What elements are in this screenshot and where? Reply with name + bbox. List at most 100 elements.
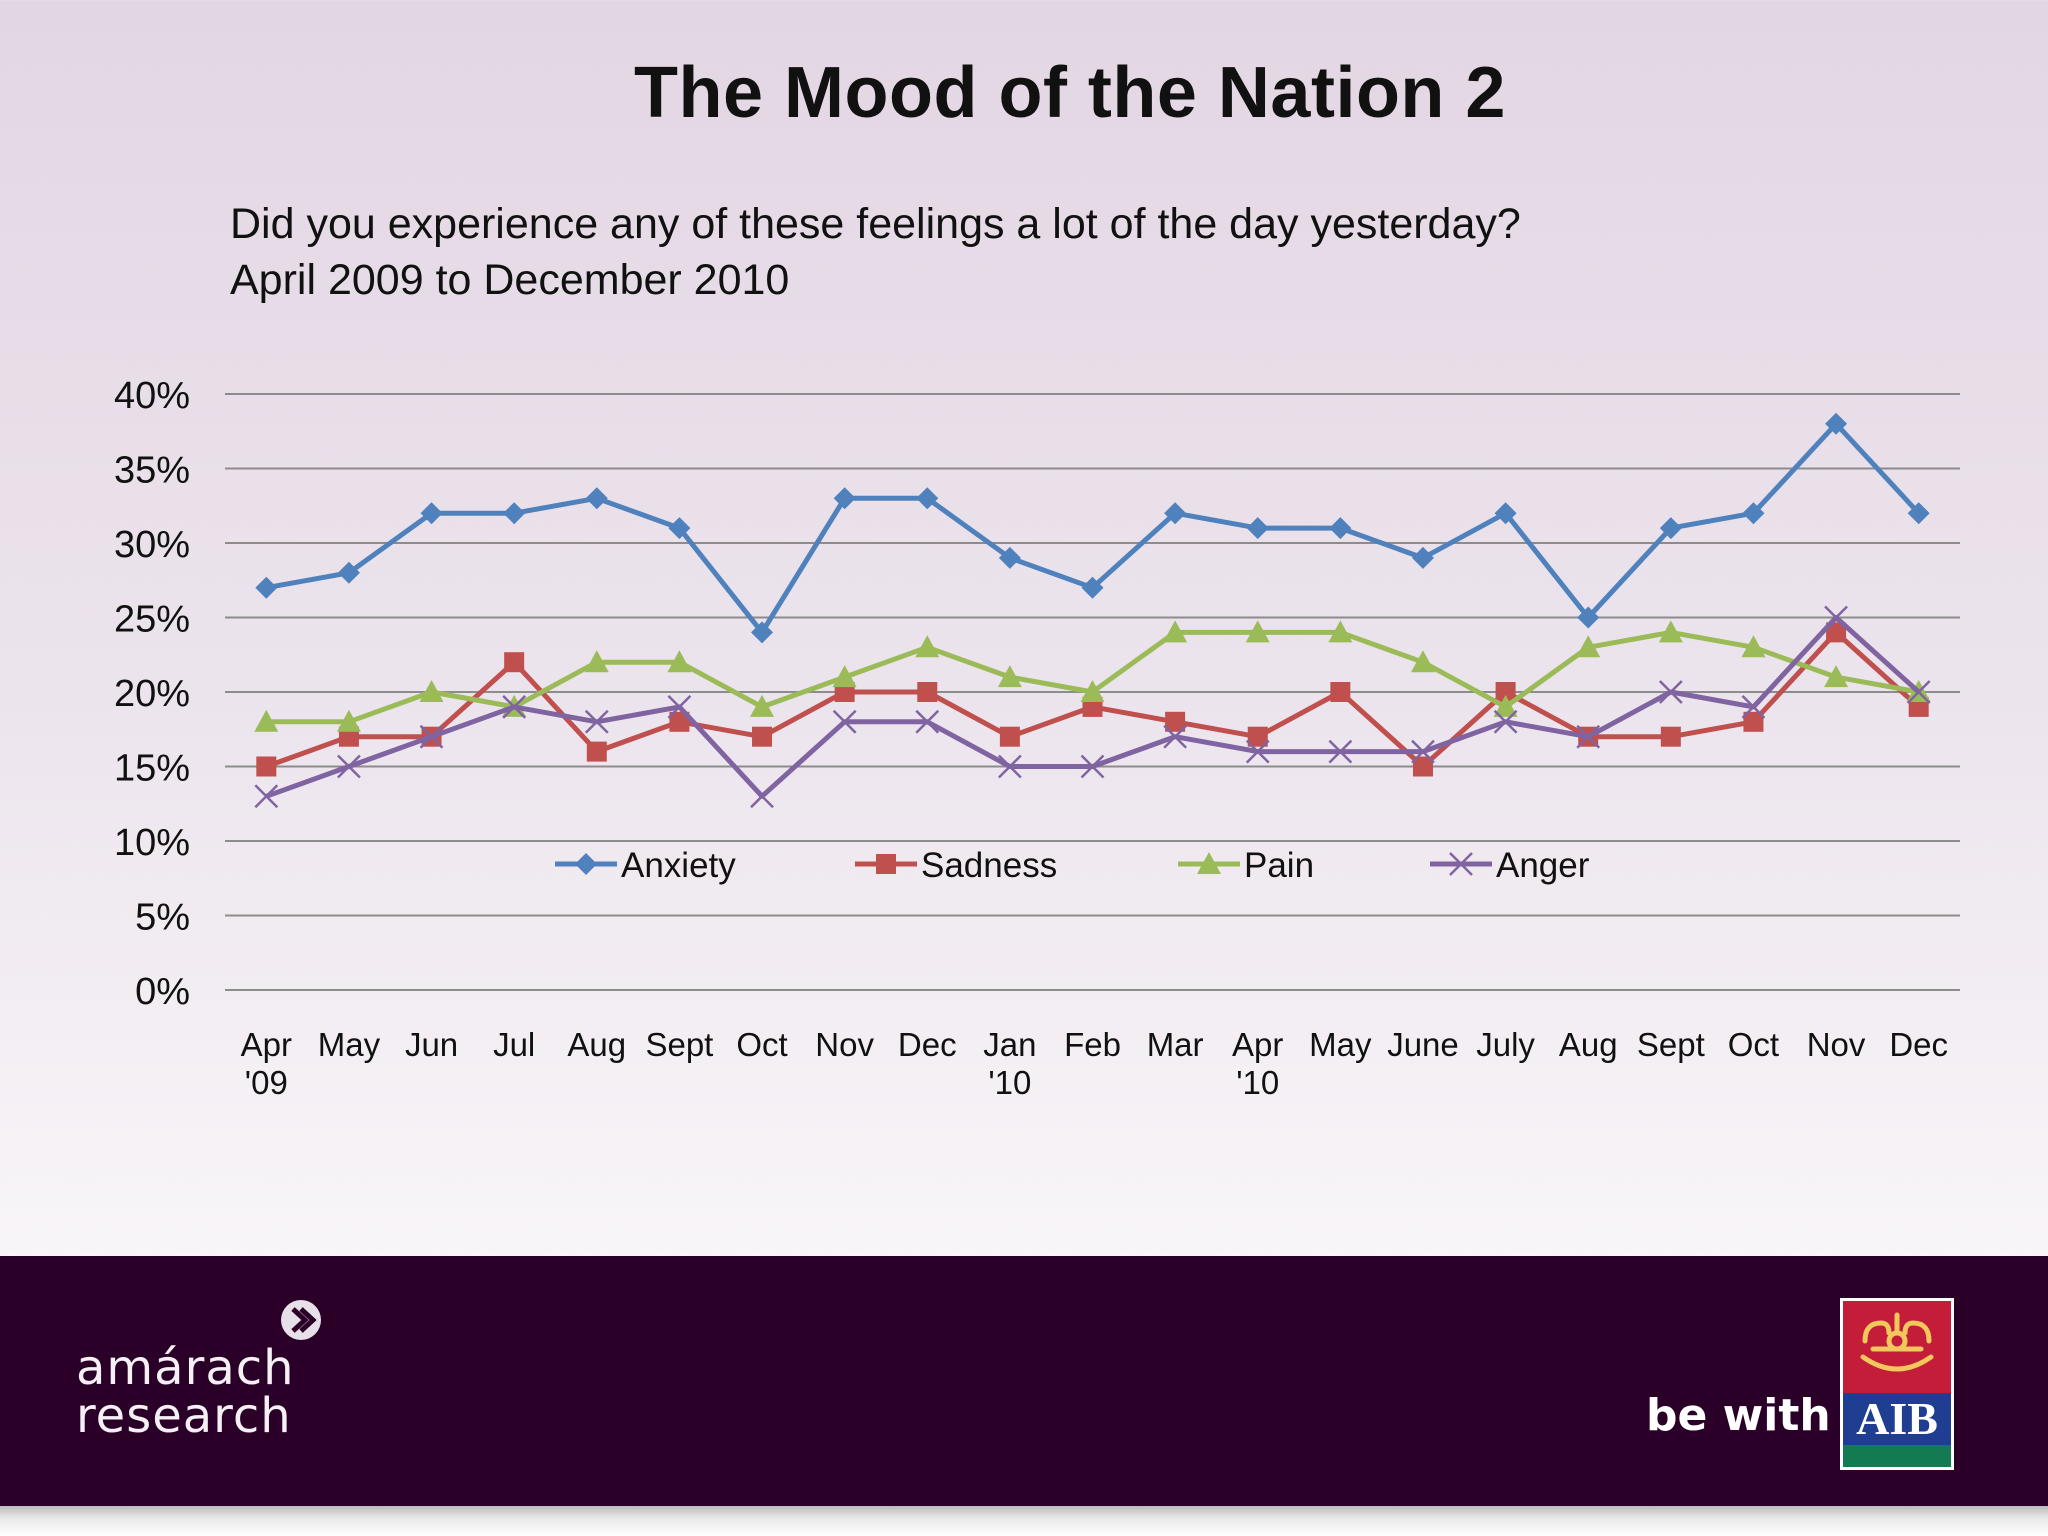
diamond-marker xyxy=(1742,502,1765,525)
x-marker xyxy=(750,784,774,809)
x-tick-label: Mar xyxy=(1147,1026,1204,1063)
x-marker xyxy=(915,709,940,734)
diamond-marker xyxy=(255,576,278,599)
x-marker-stroke xyxy=(502,695,527,719)
square-marker xyxy=(256,756,277,777)
x-marker-stroke xyxy=(254,784,279,809)
x-marker xyxy=(1449,852,1473,876)
x-marker-stroke xyxy=(750,784,774,809)
series-anxiety xyxy=(255,412,1930,644)
triangle-marker xyxy=(915,635,940,658)
x-tick-label: Aug xyxy=(567,1026,626,1063)
x-marker-stroke xyxy=(1906,680,1931,704)
x-marker xyxy=(667,695,692,719)
x-tick-label: Sept xyxy=(645,1026,713,1063)
x-marker-stroke xyxy=(667,695,692,719)
aib-blue-band xyxy=(1843,1393,1951,1445)
diamond-marker xyxy=(503,502,526,525)
diamond-marker xyxy=(1907,502,1930,525)
x-tick-label-line: Mar xyxy=(1147,1026,1204,1063)
square-marker xyxy=(1495,682,1516,702)
x-tick-label: Dec xyxy=(1889,1026,1948,1063)
diamond-marker xyxy=(1246,517,1269,540)
diamond-marker xyxy=(998,546,1021,569)
x-tick-label-line: July xyxy=(1476,1026,1535,1063)
x-marker xyxy=(1741,695,1766,719)
triangle-marker xyxy=(667,650,692,673)
diamond-marker xyxy=(833,487,856,510)
triangle-marker xyxy=(832,665,857,688)
x-marker-stroke xyxy=(1449,852,1473,876)
triangle-marker xyxy=(1493,694,1518,717)
aib-crest-icon xyxy=(1860,1312,1934,1372)
x-tick-label: Apr '10 xyxy=(1232,1026,1283,1101)
x-tick-label-line: Oct xyxy=(736,1026,787,1063)
x-marker-stroke xyxy=(1741,695,1766,719)
x-marker-stroke xyxy=(419,724,444,749)
amarach-wordmark: amárach xyxy=(76,1340,295,1396)
legend-item-anger: Anger xyxy=(1430,846,1590,885)
square-marker xyxy=(504,652,525,673)
x-marker xyxy=(832,709,857,734)
series-anger xyxy=(254,605,1931,809)
x-marker-stroke xyxy=(1493,709,1518,734)
diamond-marker xyxy=(1825,412,1848,435)
triangle-marker xyxy=(419,680,444,702)
page-title: The Mood of the Nation 2 xyxy=(634,53,1506,133)
diamond-marker xyxy=(420,502,443,525)
x-tick-label: Oct xyxy=(736,1026,787,1063)
diamond-marker xyxy=(575,853,597,875)
x-tick-label: Oct xyxy=(1728,1026,1779,1063)
triangle-marker xyxy=(1410,650,1435,673)
x-tick-label-line: Aug xyxy=(567,1026,626,1063)
x-tick-label: Jun xyxy=(405,1026,458,1063)
y-tick-label: 0% xyxy=(135,971,190,1013)
y-tick-label: 5% xyxy=(135,897,190,939)
triangle-marker xyxy=(1576,635,1601,658)
x-tick-label: Jul xyxy=(493,1026,535,1063)
square-marker xyxy=(917,682,938,702)
aib-logo: AIB xyxy=(1840,1298,1954,1470)
triangle-marker xyxy=(1245,620,1270,643)
legend-label: Sadness xyxy=(921,846,1057,885)
y-tick-label: 20% xyxy=(114,673,190,715)
x-tick-label-line: Aug xyxy=(1559,1026,1618,1063)
x-marker xyxy=(1080,754,1105,779)
y-tick-label: 10% xyxy=(114,822,190,864)
x-marker xyxy=(1245,739,1270,764)
x-marker-stroke xyxy=(997,754,1022,779)
x-tick-label: June xyxy=(1387,1026,1459,1063)
square-marker xyxy=(669,711,690,732)
x-marker-stroke xyxy=(1080,754,1105,779)
diamond-marker xyxy=(1329,517,1352,540)
x-marker-stroke xyxy=(1658,680,1683,704)
x-tick-label-line: '09 xyxy=(245,1064,288,1101)
triangle-marker xyxy=(1658,620,1683,643)
x-tick-label-line: May xyxy=(1309,1026,1372,1063)
x-marker xyxy=(1576,724,1601,749)
x-tick-label: May xyxy=(318,1026,381,1063)
subtitle-date-range: April 2009 to December 2010 xyxy=(230,256,790,304)
triangle-marker xyxy=(1080,680,1105,702)
diamond-marker xyxy=(1494,502,1517,525)
x-tick-label: July xyxy=(1476,1026,1535,1063)
x-marker-stroke xyxy=(1245,739,1270,764)
square-marker xyxy=(1826,622,1847,643)
legend-item-sadness: Sadness xyxy=(855,846,1057,885)
diamond-marker xyxy=(585,487,608,510)
x-tick-label: May xyxy=(1309,1026,1372,1063)
diamond-marker xyxy=(1081,576,1104,599)
x-tick-label: Apr '09 xyxy=(241,1026,292,1101)
diamond-marker xyxy=(751,621,774,644)
y-tick-label: 25% xyxy=(114,599,190,641)
x-tick-label: Aug xyxy=(1559,1026,1618,1063)
be-with-tagline: be with xyxy=(1646,1390,1831,1441)
triangle-marker xyxy=(1824,665,1849,688)
x-tick-label-line: Apr xyxy=(1232,1026,1283,1063)
square-marker xyxy=(752,726,773,747)
x-marker-stroke xyxy=(584,709,609,734)
amarach-research-logo: amárach research xyxy=(76,1300,336,1450)
x-marker xyxy=(584,709,609,734)
x-marker-stroke xyxy=(337,754,361,779)
